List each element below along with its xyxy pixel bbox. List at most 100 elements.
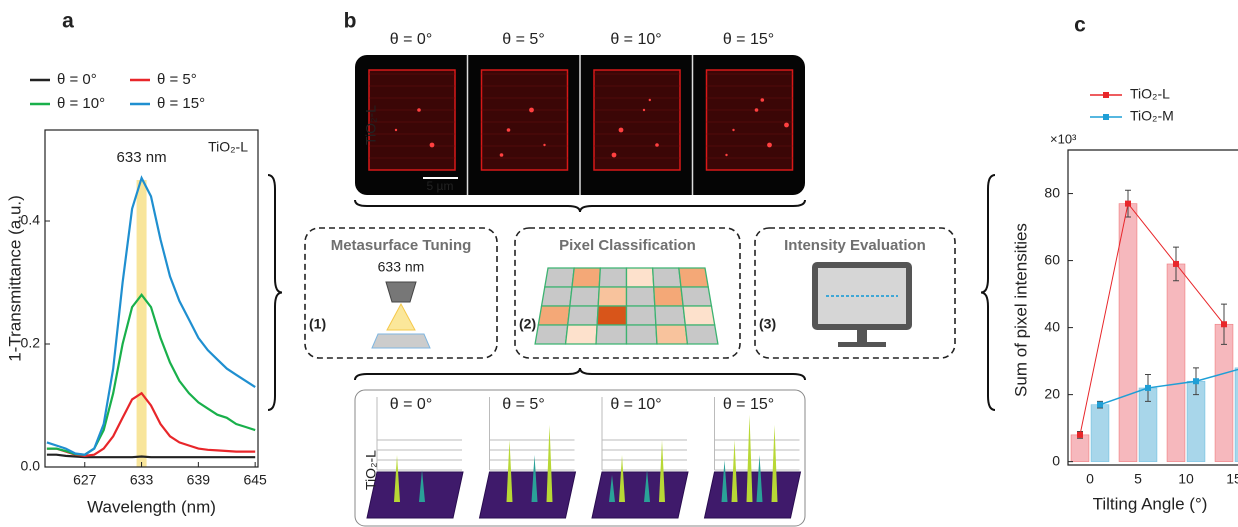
grid-cell (653, 286, 684, 307)
bar (1234, 367, 1238, 462)
series-line (46, 453, 256, 459)
plot-strip (354, 389, 806, 527)
grid-cell (566, 305, 599, 326)
spike (756, 455, 763, 502)
scale-bar-label: 5 µm (427, 179, 454, 193)
bar (1070, 434, 1090, 462)
angle-label: θ = 5° (502, 396, 544, 413)
spot (394, 128, 398, 132)
sample-label: TiO₂-L (363, 450, 379, 490)
objective (385, 281, 417, 303)
brace (980, 174, 996, 411)
y-tick-label: 0 (1052, 452, 1060, 468)
x-tick-label: 633 (130, 472, 154, 488)
legend-label: θ = 10° (57, 95, 105, 112)
brace (354, 199, 806, 213)
angle-label: θ = 0° (390, 396, 432, 413)
sample-image (705, 69, 794, 171)
legend-marker (1103, 114, 1109, 120)
series-line (1099, 368, 1238, 406)
grid-cell (597, 286, 628, 307)
spot (754, 108, 759, 112)
series-line (46, 391, 256, 458)
surface (703, 471, 802, 519)
step-number: (3) (759, 316, 776, 332)
series-line (46, 175, 256, 456)
bar (1214, 323, 1234, 462)
angle-label: θ = 10° (610, 396, 661, 413)
grid-cell (625, 267, 655, 288)
grid-cell (654, 305, 687, 326)
angle-label: θ = 10° (610, 31, 661, 48)
step-box (304, 227, 498, 359)
angle-label: θ = 15° (723, 396, 774, 413)
spot (767, 142, 772, 148)
annotation: 633 nm (117, 149, 167, 166)
spot (529, 107, 534, 113)
spike (659, 440, 665, 502)
spike (531, 455, 538, 502)
plot-frame (489, 409, 575, 461)
series-line (46, 292, 256, 456)
plot-frame (714, 409, 800, 461)
spike (771, 425, 778, 502)
y-tick-label: 0.0 (21, 458, 41, 474)
marker (1077, 431, 1083, 438)
plot-frame (376, 415, 462, 471)
legend-label: θ = 15° (157, 95, 205, 112)
x-axis-label: Wavelength (nm) (87, 497, 216, 516)
marker (1193, 378, 1199, 385)
spot (642, 108, 646, 112)
spike (721, 460, 728, 502)
panel-label: c (1074, 14, 1086, 37)
spot (732, 128, 735, 132)
spike (506, 440, 513, 502)
x-tick-label: 627 (73, 472, 97, 488)
spot (499, 153, 504, 157)
surface (366, 471, 464, 519)
marker (1125, 200, 1131, 207)
marker (1173, 260, 1179, 267)
substrate (371, 333, 431, 349)
y-axis-label: Sum of pixel intensities (1011, 223, 1030, 397)
grid-cell (537, 305, 571, 326)
legend-label: θ = 0° (57, 71, 97, 88)
grid-cell (682, 305, 716, 326)
sample-image (593, 69, 681, 171)
spot (725, 153, 728, 157)
x-tick-label: 645 (243, 472, 267, 488)
spike (394, 455, 400, 502)
marker (1097, 401, 1103, 408)
sample-label: TiO₂-L (208, 139, 248, 155)
bar (1166, 263, 1186, 462)
x-tick-label: 5 (1134, 471, 1142, 487)
beam (386, 302, 416, 331)
plot-frame (714, 397, 800, 441)
plot-frame (1067, 149, 1238, 466)
step-number: (1) (309, 316, 326, 332)
x-tick-label: 639 (187, 472, 211, 488)
y-unit: ×10³ (1050, 131, 1077, 146)
brace (354, 367, 806, 381)
panel-label: a (62, 10, 74, 33)
sample-label: TiO₂-L (363, 105, 379, 145)
grid-cell (569, 286, 600, 307)
step-number: (2) (519, 316, 536, 332)
angle-label: θ = 0° (390, 31, 432, 48)
plot-frame (489, 415, 575, 471)
spot (417, 108, 421, 112)
step-title: Pixel Classification (559, 237, 696, 254)
spot (784, 122, 789, 128)
plot-frame (376, 397, 462, 441)
bar (1090, 404, 1110, 462)
spot (618, 127, 624, 133)
spike (731, 440, 738, 502)
grid-cell (598, 267, 628, 288)
step-title: Metasurface Tuning (331, 237, 472, 254)
series-line (1079, 202, 1225, 435)
sample-image (480, 69, 569, 171)
x-tick-label: 0 (1086, 471, 1094, 487)
grid-cell (655, 324, 689, 345)
angle-label: θ = 15° (723, 31, 774, 48)
